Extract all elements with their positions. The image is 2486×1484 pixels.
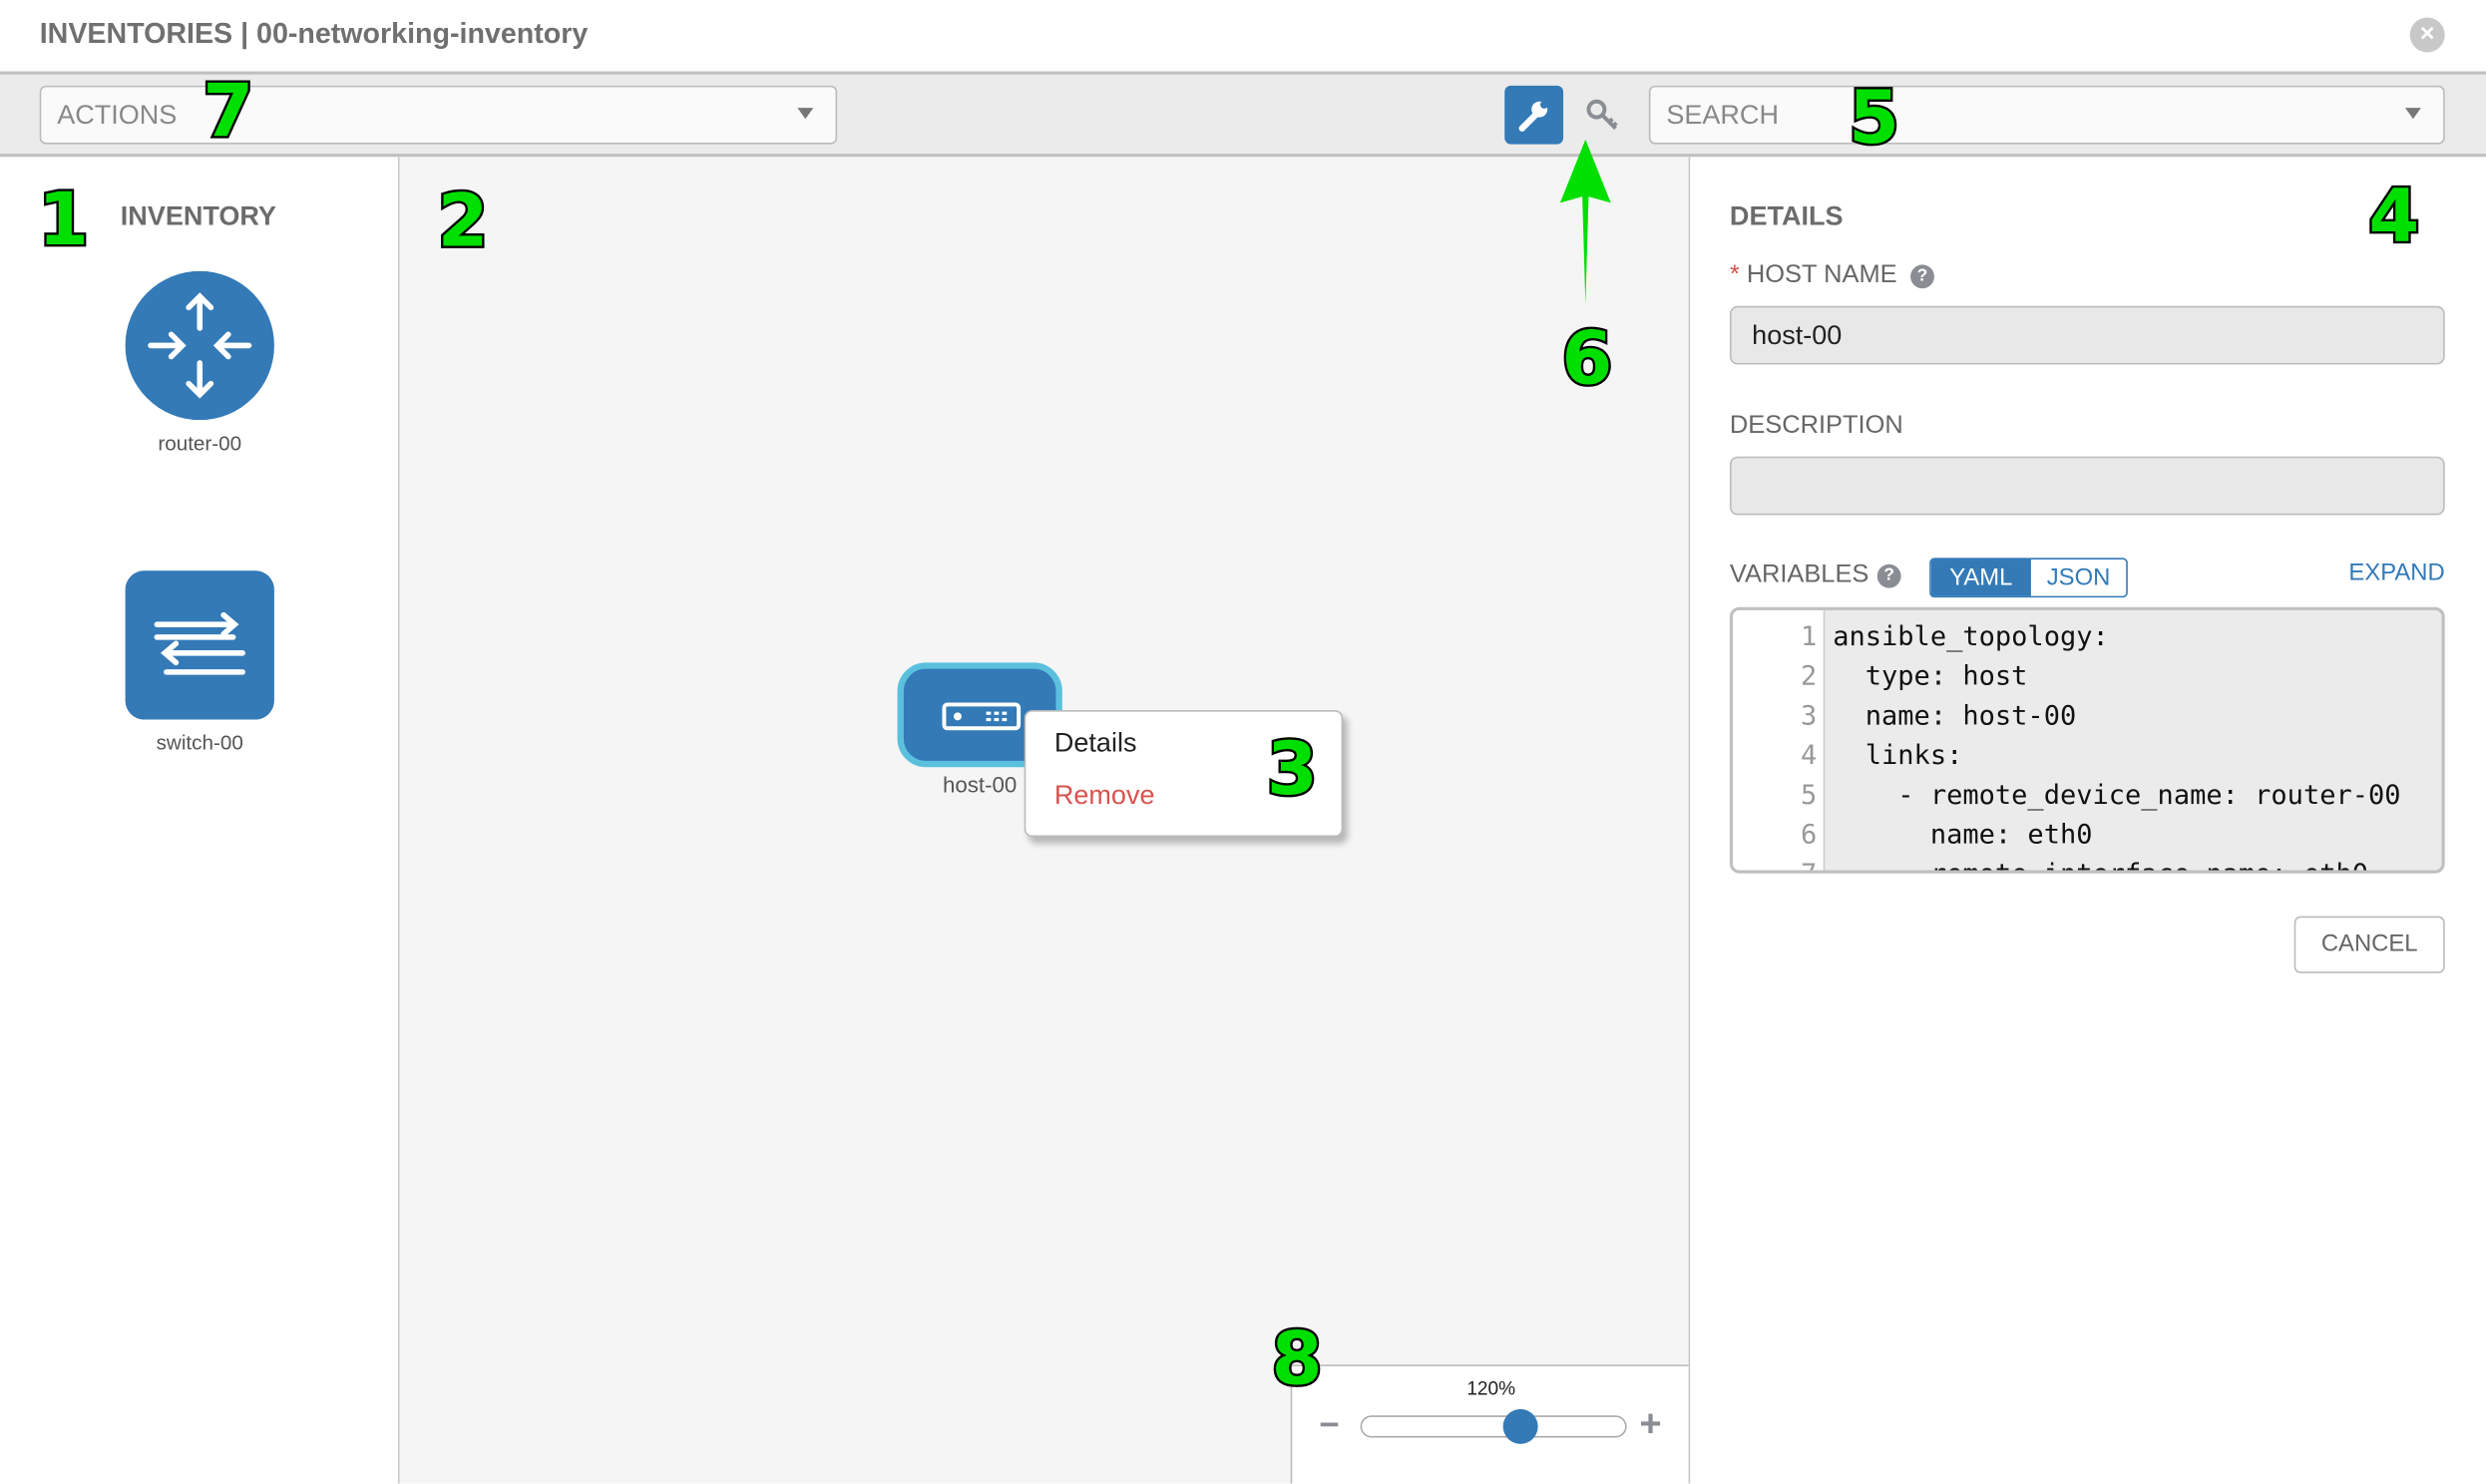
actions-dropdown[interactable]: ACTIONS bbox=[39, 85, 838, 145]
context-menu: Details Remove bbox=[1024, 710, 1344, 838]
host-name-label: * HOST NAME bbox=[1730, 261, 1897, 290]
code-line: name: eth0 bbox=[1833, 819, 2093, 852]
line-number: 3 bbox=[1801, 700, 1818, 733]
zoom-slider[interactable] bbox=[1360, 1415, 1627, 1438]
router-label: router-00 bbox=[158, 431, 242, 456]
line-number: 1 bbox=[1801, 621, 1818, 653]
minus-icon: − bbox=[1319, 1404, 1340, 1444]
help-icon[interactable]: ? bbox=[1876, 563, 1901, 588]
zoom-slider-handle[interactable] bbox=[1502, 1408, 1538, 1444]
annotation-1: 1 bbox=[36, 176, 92, 262]
wrench-icon bbox=[1518, 100, 1548, 132]
description-label: DESCRIPTION bbox=[1729, 412, 1903, 440]
context-menu-details[interactable]: Details bbox=[1053, 727, 1137, 758]
code-line: ansible_topology: bbox=[1833, 621, 2109, 653]
line-number: 7 bbox=[1733, 856, 1817, 870]
json-toggle[interactable]: JSON bbox=[2046, 563, 2111, 591]
annotation-7: 7 bbox=[201, 68, 256, 155]
host-name-input[interactable]: host-00 bbox=[1729, 305, 2445, 365]
code-line: type: host bbox=[1833, 660, 2028, 693]
help-icon[interactable]: ? bbox=[1910, 264, 1934, 289]
inventory-title: INVENTORY bbox=[120, 200, 276, 232]
code-line: - remote_device_name: router-00 bbox=[1833, 779, 2401, 812]
search-placeholder: SEARCH bbox=[1666, 100, 1779, 131]
variables-label: VARIABLES bbox=[1729, 560, 1869, 588]
search-dropdown[interactable]: SEARCH bbox=[1648, 85, 2445, 145]
key-button[interactable] bbox=[1585, 99, 1620, 142]
wrench-button[interactable] bbox=[1504, 85, 1564, 145]
context-menu-remove[interactable]: Remove bbox=[1053, 779, 1155, 811]
yaml-toggle[interactable]: YAML bbox=[1930, 559, 2031, 596]
annotation-6: 6 bbox=[1559, 315, 1615, 402]
line-number: 4 bbox=[1801, 740, 1818, 772]
zoom-out-button[interactable]: − bbox=[1319, 1404, 1339, 1445]
annotation-5: 5 bbox=[1847, 74, 1902, 161]
page-title: INVENTORIES | 00-networking-inventory bbox=[39, 17, 589, 50]
annotation-3: 3 bbox=[1264, 725, 1320, 812]
actions-placeholder: ACTIONS bbox=[57, 100, 178, 131]
switch-label: switch-00 bbox=[156, 730, 243, 755]
zoom-control: 120% − + bbox=[1290, 1364, 1689, 1484]
annotation-4: 4 bbox=[2366, 173, 2422, 259]
cancel-button[interactable]: CANCEL bbox=[2293, 916, 2445, 973]
key-icon bbox=[1586, 99, 1618, 131]
annotation-arrow bbox=[1559, 139, 1611, 305]
code-line: links: bbox=[1833, 740, 1963, 772]
inventory-item-router[interactable] bbox=[125, 270, 274, 428]
host-server-icon bbox=[942, 702, 1022, 731]
host-name-label-text: HOST NAME bbox=[1746, 261, 1897, 289]
chevron-down-icon bbox=[797, 108, 814, 120]
host-node-label: host-00 bbox=[943, 771, 1018, 798]
line-number: 5 bbox=[1801, 779, 1818, 812]
code-line: remote_interface_name: eth0 bbox=[1833, 856, 2400, 870]
inventory-item-switch[interactable] bbox=[125, 570, 274, 727]
expand-link[interactable]: EXPAND bbox=[2348, 559, 2445, 587]
variables-code-editor[interactable]: 1 2 3 4 5 6 7 ansible_topology: type: host nam… bbox=[1729, 606, 2445, 874]
chevron-down-icon bbox=[2404, 108, 2421, 120]
router-icon bbox=[125, 270, 274, 421]
details-title: DETAILS bbox=[1729, 200, 1844, 232]
inventory-panel: INVENTORY router-00 switch-00 bbox=[0, 157, 400, 1484]
annotation-8: 8 bbox=[1269, 1315, 1325, 1401]
line-number: 2 bbox=[1801, 660, 1818, 693]
close-icon[interactable]: × bbox=[2409, 17, 2445, 53]
required-mark: * bbox=[1729, 261, 1740, 289]
plus-icon: + bbox=[1639, 1402, 1662, 1446]
code-line: name: host-00 bbox=[1833, 700, 2077, 733]
line-number-gutter: 1 2 3 4 5 6 7 bbox=[1733, 609, 1826, 871]
description-input[interactable] bbox=[1729, 456, 2445, 516]
zoom-in-button[interactable]: + bbox=[1639, 1403, 1661, 1448]
annotation-2: 2 bbox=[435, 178, 491, 263]
format-toggle: YAML JSON bbox=[1929, 557, 2128, 598]
line-number: 6 bbox=[1801, 819, 1818, 852]
switch-icon bbox=[125, 570, 274, 720]
zoom-level: 120% bbox=[1466, 1377, 1516, 1400]
